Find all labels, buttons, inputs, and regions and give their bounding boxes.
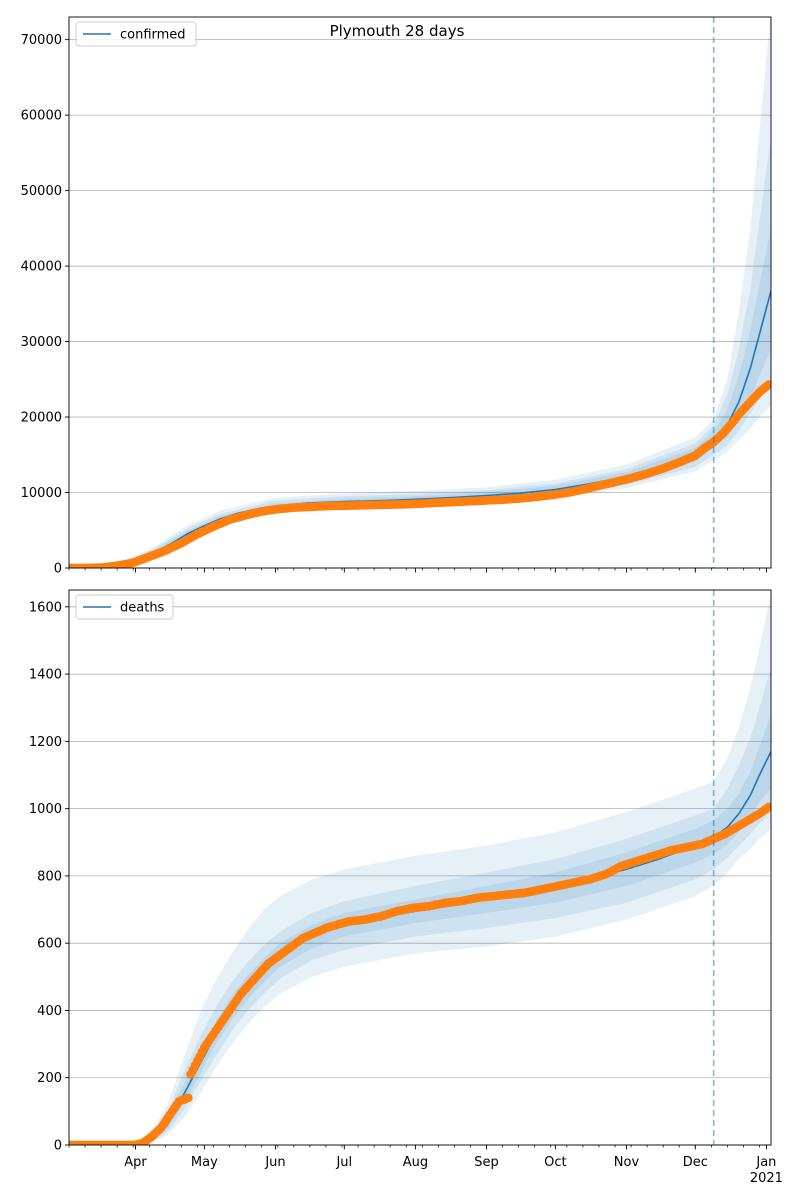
legend: deaths bbox=[75, 594, 174, 620]
y-tick-label: 40000 bbox=[21, 260, 62, 275]
legend-box bbox=[75, 21, 197, 47]
y-tick-label: 60000 bbox=[21, 109, 62, 124]
x-tick-label: Jul bbox=[335, 1155, 352, 1170]
y-tick-label: 1600 bbox=[29, 600, 62, 615]
legend: confirmed bbox=[75, 21, 197, 47]
x-tick-label: Sep bbox=[474, 1155, 499, 1170]
model-line bbox=[69, 290, 771, 568]
y-tick-label: 800 bbox=[37, 869, 62, 884]
x-tick-label: Dec bbox=[683, 1155, 708, 1170]
legend-label: confirmed bbox=[120, 28, 186, 43]
uncertainty-band-1 bbox=[69, 593, 771, 1145]
x-tick-label: Aug bbox=[403, 1155, 428, 1170]
x-year-label: 2021 bbox=[750, 1171, 783, 1186]
y-tick-label: 0 bbox=[54, 1139, 62, 1154]
y-tick-label: 50000 bbox=[21, 184, 62, 199]
x-tick-label: Jun bbox=[264, 1155, 285, 1170]
y-tick-label: 600 bbox=[37, 937, 62, 952]
x-tick-label: May bbox=[191, 1155, 218, 1170]
figure-title: Plymouth 28 days bbox=[330, 22, 465, 40]
x-tick-label: Oct bbox=[544, 1155, 566, 1170]
legend-box bbox=[75, 594, 174, 620]
y-tick-label: 1200 bbox=[29, 735, 62, 750]
plot-area bbox=[69, 17, 771, 568]
y-tick-label: 30000 bbox=[21, 335, 62, 350]
y-tick-label: 1000 bbox=[29, 802, 62, 817]
plot-area bbox=[69, 593, 771, 1145]
observed-point bbox=[764, 380, 771, 389]
y-tick-label: 10000 bbox=[21, 486, 62, 501]
x-tick-label: Apr bbox=[124, 1155, 147, 1170]
uncertainty-band-3 bbox=[69, 228, 771, 568]
axes-frame bbox=[68, 16, 772, 569]
uncertainty-band-1 bbox=[69, 17, 771, 568]
x-tick-label: Nov bbox=[614, 1155, 640, 1170]
observed-point bbox=[764, 802, 771, 812]
axes-frame bbox=[68, 589, 772, 1146]
y-tick-label: 20000 bbox=[21, 411, 62, 426]
x-tick-label: Jan bbox=[755, 1155, 776, 1170]
y-tick-label: 70000 bbox=[21, 33, 62, 48]
y-tick-label: 200 bbox=[37, 1071, 62, 1086]
y-tick-label: 400 bbox=[37, 1004, 62, 1019]
legend-label: deaths bbox=[120, 601, 165, 616]
observed-point bbox=[183, 1093, 193, 1103]
deaths-panel: 0 200 400 600 800 1000 1200 1400 1600 deaths bbox=[29, 589, 772, 1154]
y-tick-label: 0 bbox=[54, 562, 62, 577]
y-tick-label: 1400 bbox=[29, 668, 62, 683]
confirmed-panel: 0 10000 20000 30000 40000 50000 60000 70000 conf… bbox=[21, 16, 772, 577]
